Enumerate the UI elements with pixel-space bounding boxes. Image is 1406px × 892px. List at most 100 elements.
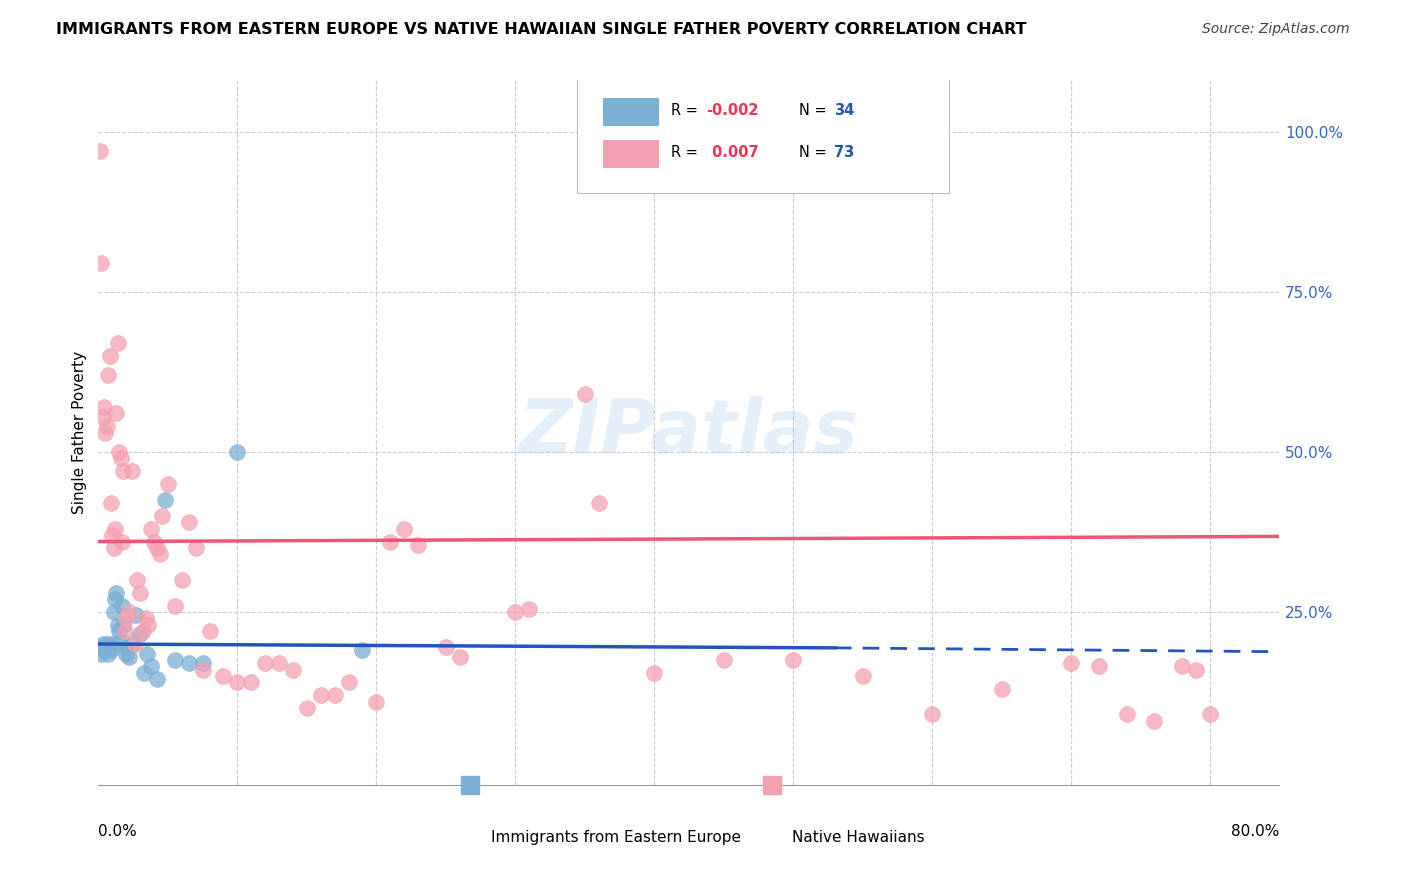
Point [323,688,346,702]
Point [148,547,170,561]
Point [366,695,388,709]
Point [1185,663,1208,677]
Point [135,611,157,625]
Text: N =: N = [799,145,831,161]
Text: 0.0%: 0.0% [98,823,138,838]
Point [1143,714,1166,728]
FancyBboxPatch shape [576,77,949,193]
Point [118,605,141,619]
Point [108,624,131,639]
Point [90,647,112,661]
Point [132,624,155,639]
Point [89,144,111,158]
Point [112,617,135,632]
Text: Immigrants from Eastern Europe: Immigrants from Eastern Europe [491,830,741,846]
Point [153,492,176,507]
Point [295,701,318,715]
Point [281,663,304,677]
Text: 73: 73 [834,145,855,161]
Point [226,445,249,459]
Point [267,657,290,671]
FancyBboxPatch shape [603,140,659,169]
Point [98,640,121,655]
Point [101,637,124,651]
Point [93,643,115,657]
Point [141,659,163,673]
Point [91,409,114,424]
Point [118,649,141,664]
Point [103,541,125,555]
Point [226,675,249,690]
Point [150,508,173,523]
Point [380,534,402,549]
Point [503,605,526,619]
Point [517,601,540,615]
Point [852,669,875,683]
Point [138,617,160,632]
Point [112,464,135,478]
Point [198,624,221,639]
Point [184,541,207,555]
Point [104,522,127,536]
Point [134,665,156,680]
Point [392,522,415,536]
Point [111,534,134,549]
Point [100,496,122,510]
Point [1171,659,1194,673]
Point [127,573,149,587]
Text: Source: ZipAtlas.com: Source: ZipAtlas.com [1202,22,1350,37]
Point [94,640,117,655]
Point [782,653,804,667]
Text: R =: R = [671,103,703,118]
Point [240,675,263,690]
Point [107,617,129,632]
Text: 0.007: 0.007 [707,145,758,161]
Point [524,765,547,780]
Point [122,637,145,651]
Point [713,653,735,667]
Point [434,640,457,655]
Point [129,627,152,641]
Point [449,649,471,664]
Point [177,657,200,671]
Point [921,707,943,722]
Point [105,586,128,600]
Text: ZIPatlas: ZIPatlas [519,396,859,469]
Point [212,669,235,683]
Point [114,624,136,639]
Point [100,643,122,657]
Point [146,673,169,687]
Point [125,608,148,623]
Point [177,516,200,530]
Point [97,368,120,382]
Point [146,541,169,555]
Point [143,534,166,549]
Text: N =: N = [799,103,831,118]
Point [1088,659,1111,673]
Point [121,464,143,478]
Point [141,522,163,536]
Point [574,387,596,401]
Point [156,476,179,491]
Point [129,586,152,600]
Point [352,643,374,657]
Point [309,688,332,702]
Point [101,528,124,542]
Point [90,256,112,270]
Text: Native Hawaiians: Native Hawaiians [792,830,924,846]
Point [110,633,132,648]
Point [96,637,118,651]
Point [110,451,132,466]
Point [94,425,117,440]
Text: -0.002: -0.002 [707,103,759,118]
Point [111,599,134,613]
Point [170,573,193,587]
Point [124,637,146,651]
Point [103,605,125,619]
Y-axis label: Single Father Poverty: Single Father Poverty [72,351,87,514]
FancyBboxPatch shape [603,98,659,126]
Point [254,657,277,671]
Point [1060,657,1083,671]
Point [107,335,129,350]
Text: 34: 34 [834,103,855,118]
